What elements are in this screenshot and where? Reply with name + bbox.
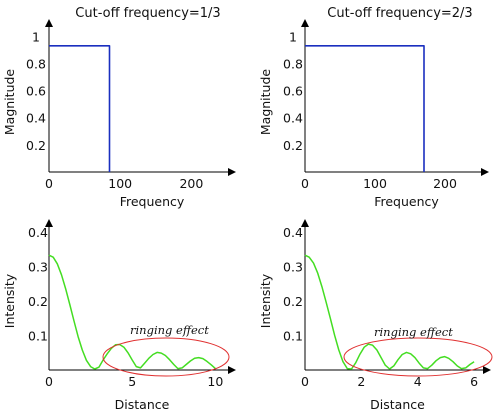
y-tick-label: 0.8: [283, 56, 303, 71]
y-tick-label: 0.1: [283, 329, 303, 344]
y-tick-label: 0.2: [26, 138, 46, 153]
y-axis-label: Intensity: [258, 273, 273, 328]
chart-title: Cut-off frequency=2/3: [327, 6, 472, 21]
y-tick-label: 0.4: [28, 225, 48, 240]
chart-panel-1: Cut-off frequency=1/3 0 100 200 1 0.8 0.6 0.4 0.…: [2, 6, 236, 209]
ringing-ellipse: [102, 337, 230, 377]
x-axis-label: Distance: [370, 397, 425, 412]
y-tick-label: 0.3: [283, 260, 303, 275]
y-tick-label: 0.1: [28, 329, 48, 344]
y-tick-label: 0.6: [26, 84, 46, 99]
y-tick-label: 0.4: [283, 111, 303, 126]
x-axis-label: Frequency: [374, 194, 439, 209]
y-tick-label: 0.2: [283, 138, 303, 153]
annotation-label: ringing effect: [374, 325, 453, 339]
chart-panel-2: Cut-off frequency=2/3 0 100 200 1 0.8 0.6 0.4 0.…: [258, 6, 489, 209]
x-tick-label: 2: [357, 374, 365, 389]
x-tick-label: 200: [433, 176, 457, 191]
x-tick-label: 200: [179, 176, 203, 191]
intensity-line: [304, 254, 475, 370]
y-axis-label: Intensity: [2, 273, 17, 328]
chart-panel-4: 0 2 4 6 0.4 0.3 0.2 0.1 Distance Intensity ringing…: [258, 219, 493, 412]
y-axis-label: Magnitude: [258, 69, 273, 136]
x-axis-label: Distance: [115, 397, 170, 412]
y-tick-label: 0.4: [26, 111, 46, 126]
y-tick-label: 0.3: [28, 260, 48, 275]
x-tick-label: 0: [45, 374, 53, 389]
x-tick-label: 5: [128, 374, 136, 389]
ringing-ellipse: [343, 337, 493, 377]
x-tick-label: 0: [301, 176, 309, 191]
x-tick-label: 100: [108, 176, 132, 191]
x-tick-label: 4: [414, 374, 422, 389]
x-tick-label: 100: [363, 176, 387, 191]
y-tick-label: 1: [32, 29, 40, 44]
y-tick-label: 0.4: [283, 225, 303, 240]
y-tick-label: 0.6: [283, 84, 303, 99]
y-tick-label: 1: [289, 29, 297, 44]
magnitude-line: [305, 44, 425, 172]
chart-panel-3: 0 5 10 0.4 0.3 0.2 0.1 Distance Intensity ringing…: [2, 219, 236, 412]
magnitude-line: [49, 44, 111, 172]
y-tick-label: 0.8: [26, 56, 46, 71]
intensity-line: [48, 254, 216, 370]
x-tick-label: 6: [470, 374, 478, 389]
x-tick-label: 0: [45, 176, 53, 191]
y-tick-label: 0.2: [28, 294, 48, 309]
y-tick-label: 0.2: [283, 294, 303, 309]
x-axis-label: Frequency: [120, 194, 185, 209]
annotation-label: ringing effect: [130, 323, 209, 337]
x-tick-label: 10: [207, 374, 223, 389]
y-axis-label: Magnitude: [2, 69, 17, 136]
chart-title: Cut-off frequency=1/3: [75, 6, 220, 21]
x-tick-label: 0: [301, 374, 309, 389]
